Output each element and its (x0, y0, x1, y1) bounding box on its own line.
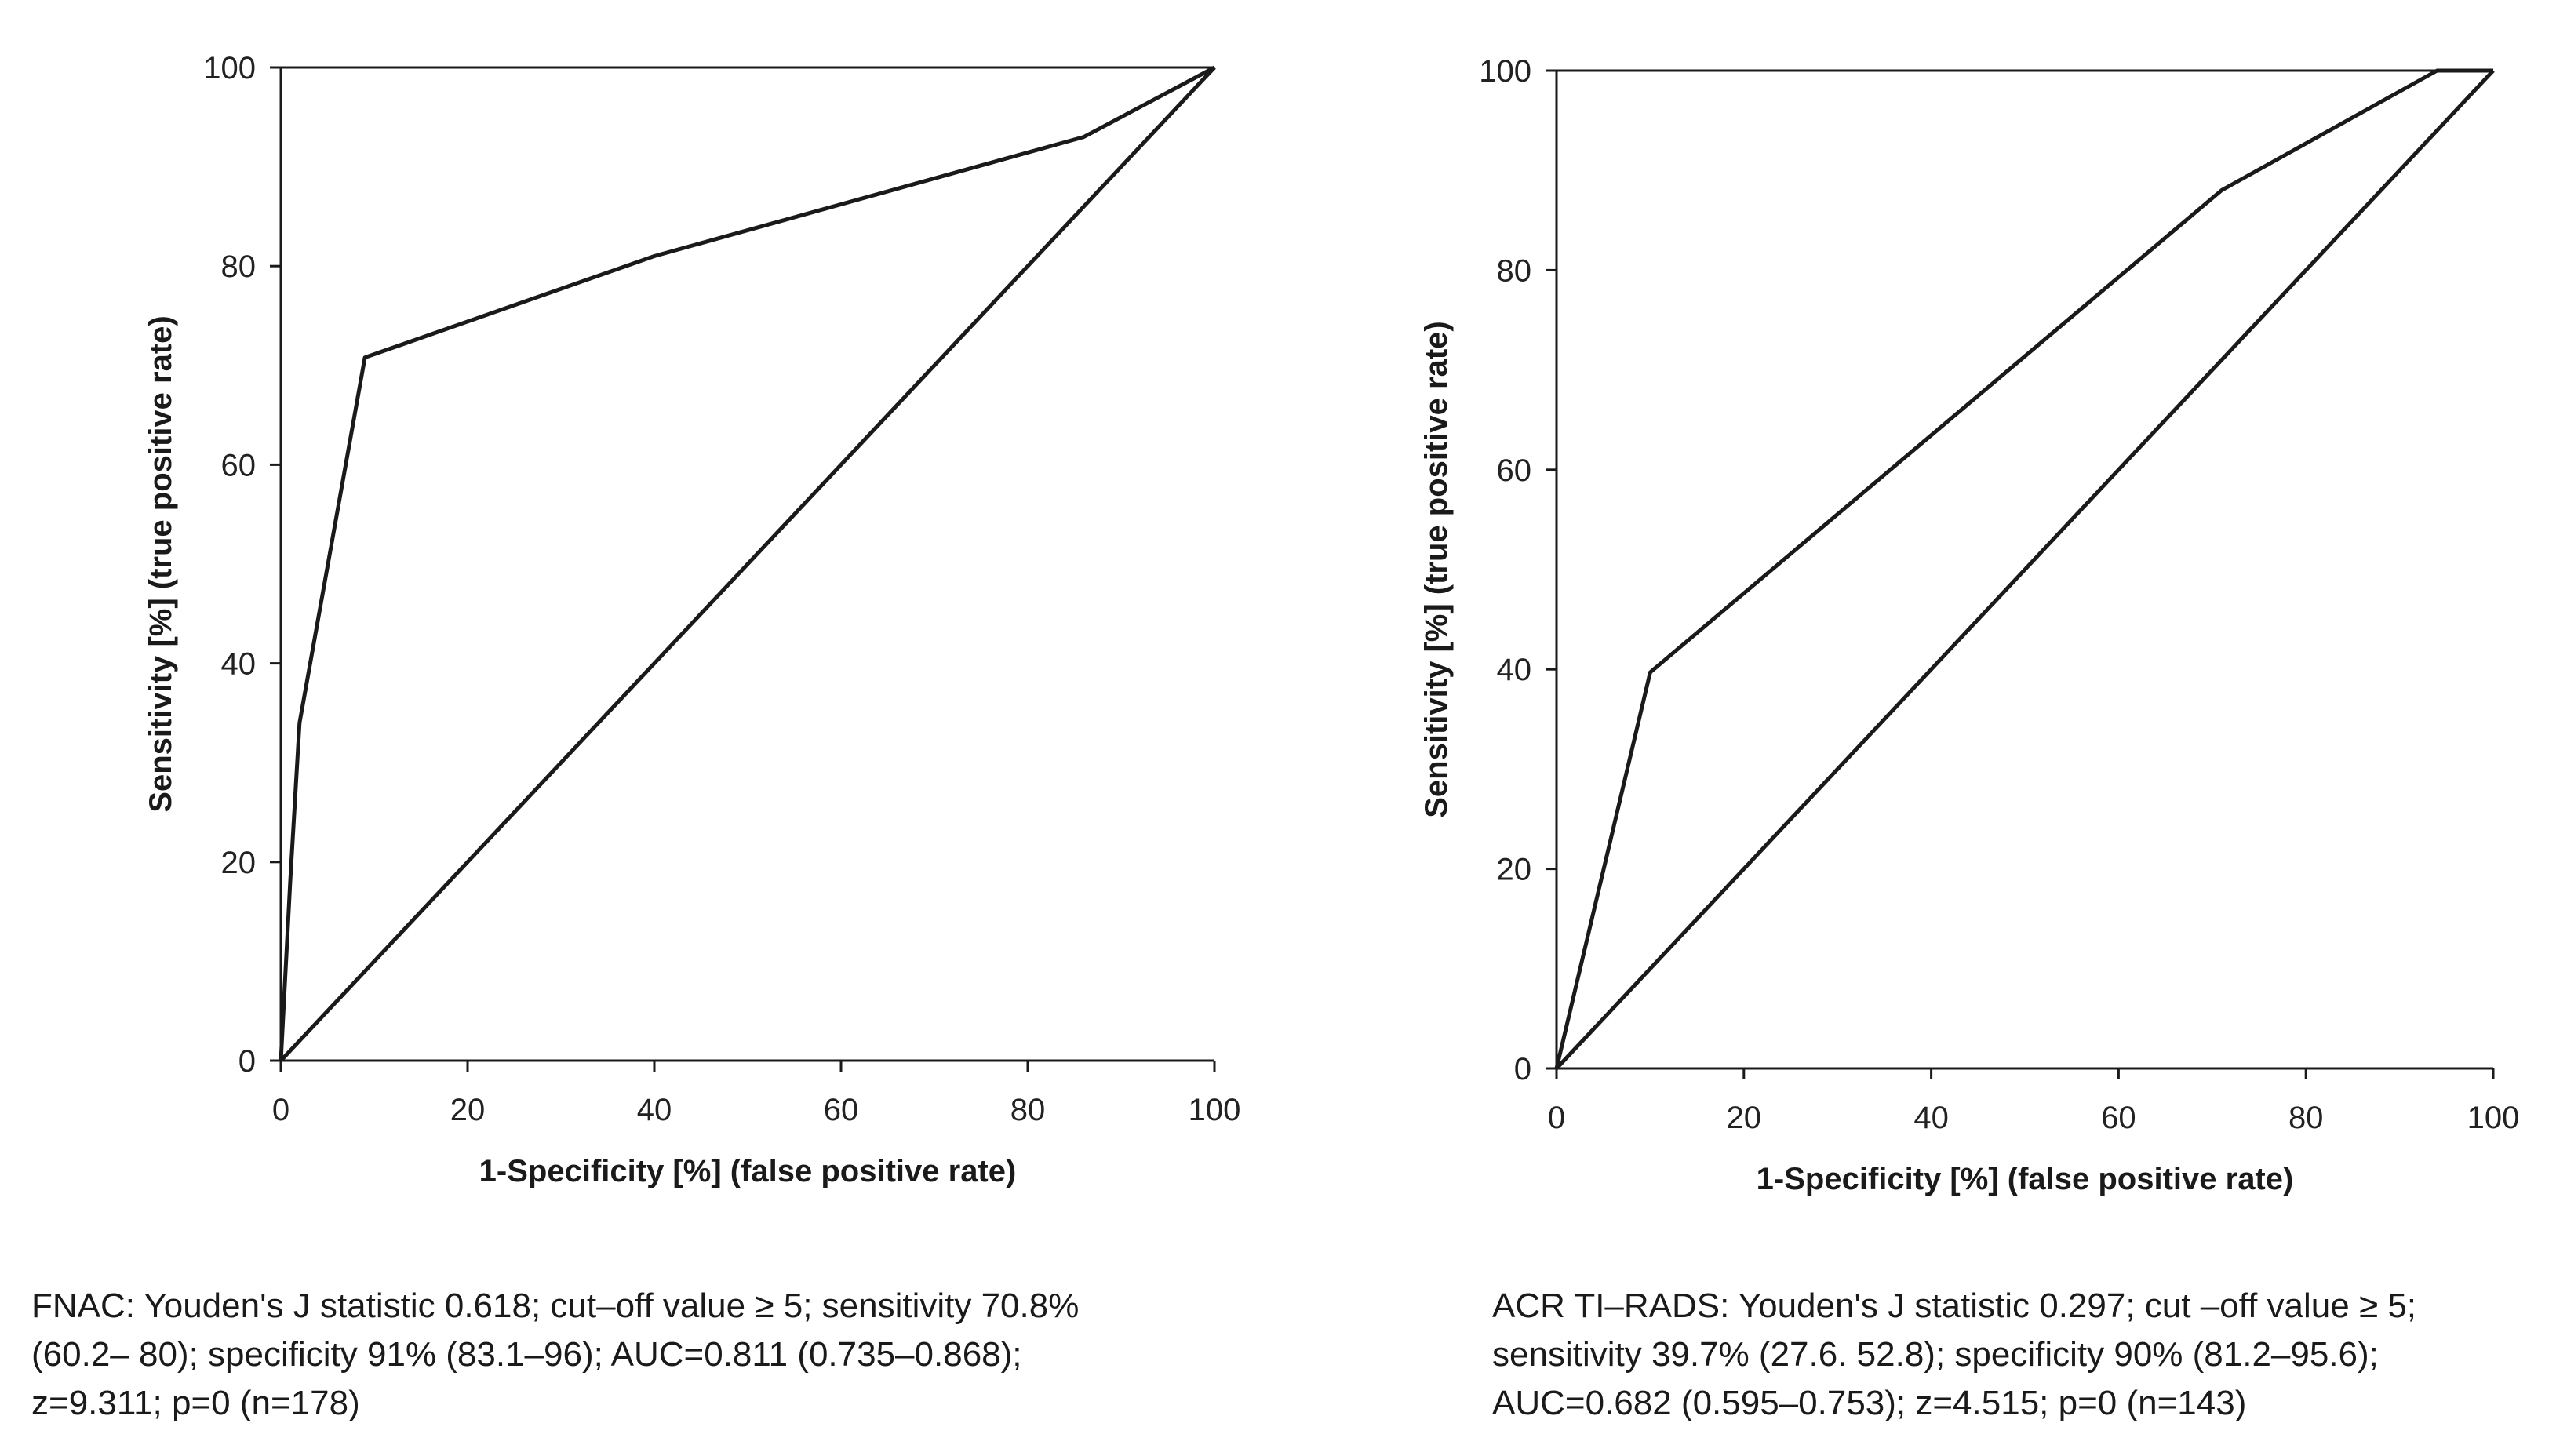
fnac-roc-curve (279, 65, 1216, 1061)
roc-chart-acr-tirads: 0 20 40 60 80 100 0 20 40 60 80 100 1-Specificity [%… (1419, 54, 2519, 1196)
acr-tirads-x-axis-title: 1-Specificity [%] (false positive rate) (1757, 1162, 2294, 1196)
fnac-y-tick-label: 60 (221, 448, 257, 482)
caption-acr-tirads-line-3: AUC=0.682 (0.595–0.753); z=4.515; p=0 (n… (1492, 1384, 2247, 1422)
fnac-y-tick-label: 40 (221, 647, 257, 682)
fnac-x-tick-label: 100 (1189, 1093, 1241, 1127)
acr-tirads-x-tick-label: 60 (2101, 1101, 2136, 1135)
acr-tirads-y-tick-label: 20 (1497, 853, 1532, 887)
fnac-x-tick-label: 40 (637, 1093, 672, 1127)
caption-fnac-line-1: FNAC: Youden's J statistic 0.618; cut–of… (31, 1287, 1080, 1325)
acr-tirads-x-tick-label: 40 (1913, 1101, 1949, 1135)
acr-tirads-y-tick-label: 80 (1497, 253, 1532, 288)
fnac-y-axis-title: Sensitivity [%] (true positive rate) (144, 315, 178, 812)
acr-tirads-y-tick-label: 0 (1514, 1052, 1531, 1087)
acr-tirads-x-tick-label: 0 (1548, 1101, 1565, 1135)
acr-tirads-x-tick-label: 80 (2288, 1101, 2324, 1135)
fnac-x-tick-label: 0 (272, 1093, 289, 1127)
acr-tirads-y-axis-title: Sensitivity [%] (true positive rate) (1419, 321, 1454, 817)
acr-tirads-roc-curve (1554, 68, 2493, 1069)
caption-acr-tirads-line-2: sensitivity 39.7% (27.6. 52.8); specific… (1492, 1335, 2379, 1374)
fnac-x-tick-label: 20 (450, 1093, 486, 1127)
acr-tirads-x-tick-label: 100 (2467, 1101, 2520, 1135)
fnac-reference-diagonal (279, 66, 1216, 1062)
fnac-y-tick-label: 80 (221, 249, 257, 284)
fnac-y-tick-label: 20 (221, 846, 257, 880)
acr-tirads-y-tick-label: 60 (1497, 453, 1532, 488)
acr-tirads-reference-diagonal (1555, 69, 2495, 1070)
roc-chart-fnac: 0 20 40 60 80 100 0 20 40 60 80 100 1-Specificity [%… (144, 51, 1240, 1188)
caption-fnac-line-2: (60.2– 80); specificity 91% (83.1–96); A… (31, 1335, 1022, 1374)
acr-tirads-y-tick-label: 40 (1497, 653, 1532, 687)
acr-tirads-y-tick-label: 100 (1479, 54, 1531, 89)
fnac-x-tick-label: 80 (1010, 1093, 1046, 1127)
fnac-y-tick-label: 0 (238, 1044, 256, 1079)
caption-fnac-line-3: z=9.311; p=0 (n=178) (31, 1384, 360, 1422)
fnac-y-tick-label: 100 (203, 51, 256, 86)
caption-acr-tirads: ACR TI–RADS: Youden's J statistic 0.297;… (1492, 1282, 2416, 1428)
caption-fnac: FNAC: Youden's J statistic 0.618; cut–of… (31, 1282, 1079, 1428)
caption-acr-tirads-line-1: ACR TI–RADS: Youden's J statistic 0.297;… (1492, 1287, 2417, 1325)
fnac-x-axis-title: 1-Specificity [%] (false positive rate) (479, 1154, 1017, 1188)
fnac-x-tick-label: 60 (824, 1093, 859, 1127)
acr-tirads-x-tick-label: 20 (1727, 1101, 1762, 1135)
